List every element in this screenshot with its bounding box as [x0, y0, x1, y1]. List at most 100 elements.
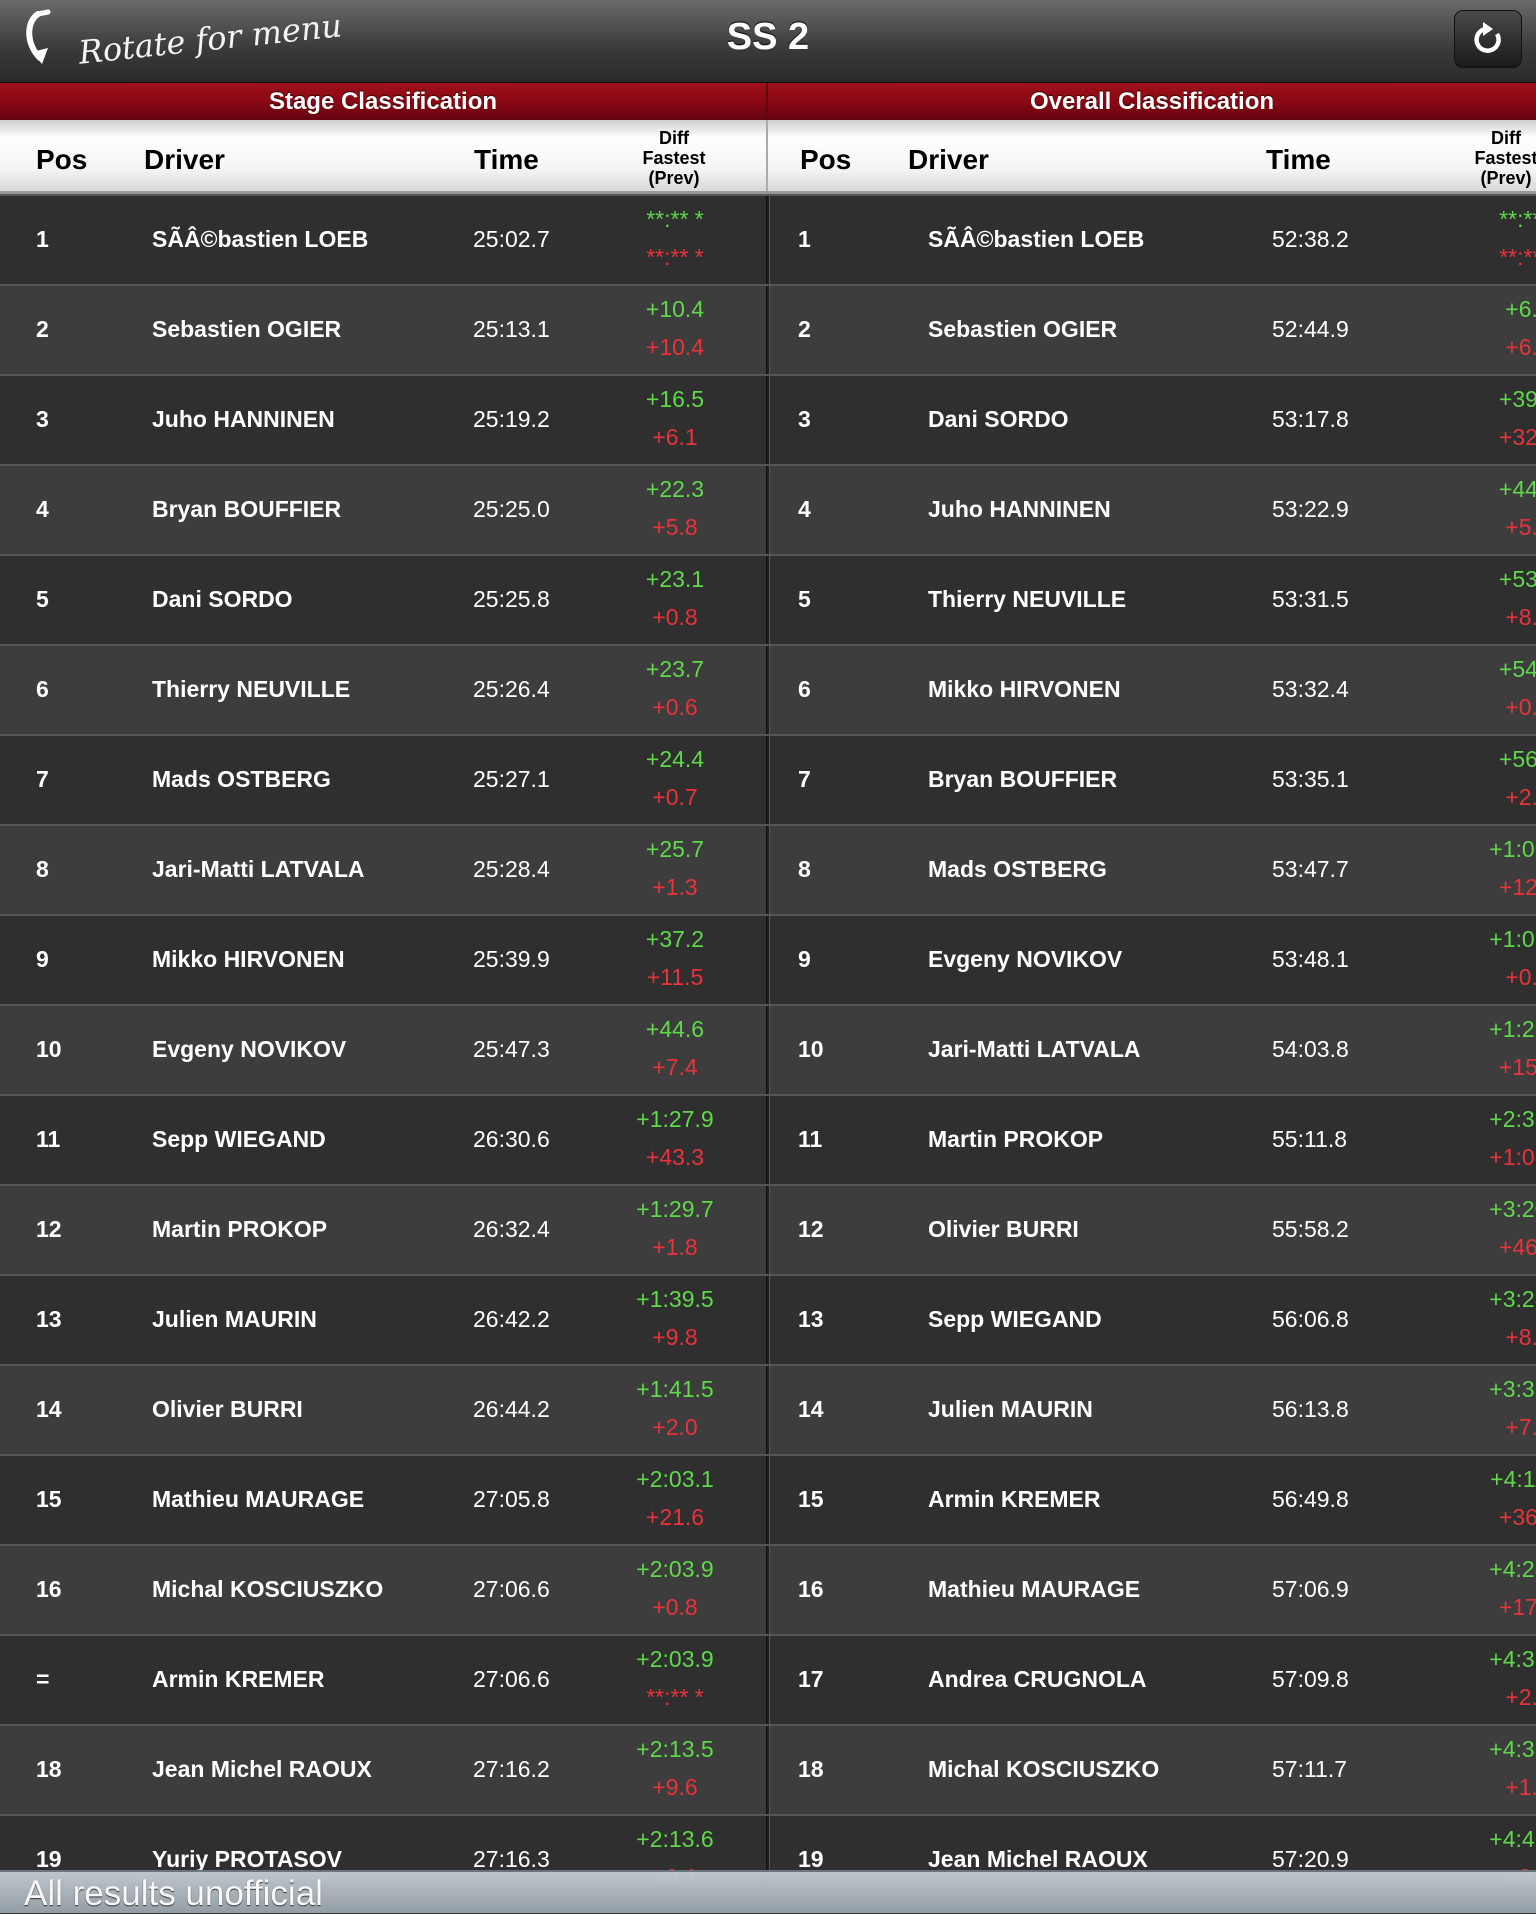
- position: 9: [36, 946, 49, 972]
- column-divider: [766, 196, 770, 284]
- table-row[interactable]: 15 Mathieu MAURAGE 27:05.8 +2:03.1 +21.6 15 Ar…: [0, 1454, 1536, 1544]
- diff-previous: +8.6: [1505, 1324, 1536, 1350]
- table-row[interactable]: 2 Sebastien OGIER 25:13.1 +10.4 +10.4 2 Sebast…: [0, 284, 1536, 374]
- driver-name: Martin PROKOP: [928, 1126, 1104, 1152]
- position: 5: [36, 586, 49, 612]
- diff-previous: +32.9: [1498, 424, 1536, 450]
- time: 52:44.9: [1272, 316, 1349, 342]
- table-row[interactable]: 12 Martin PROKOP 26:32.4 +1:29.7 +1.8 12 Olivi…: [0, 1184, 1536, 1274]
- time: 27:06.6: [473, 1666, 550, 1692]
- column-divider: [766, 1816, 770, 1904]
- table-row[interactable]: 18 Jean Michel RAOUX 27:16.2 +2:13.5 +9.6 18 M…: [0, 1724, 1536, 1814]
- time: 26:42.2: [473, 1306, 550, 1332]
- diff-fastest: +3:28.6: [1489, 1286, 1536, 1312]
- diff-previous: +7.4: [652, 1054, 698, 1080]
- position: 14: [36, 1396, 62, 1422]
- table-row[interactable]: 9 Mikko HIRVONEN 25:39.9 +37.2 +11.5 9 Evgeny …: [0, 914, 1536, 1004]
- driver-name: Olivier BURRI: [928, 1216, 1079, 1242]
- stage-cell-group: 9 Mikko HIRVONEN 25:39.9 +37.2 +11.5: [0, 916, 766, 1004]
- table-row[interactable]: 4 Bryan BOUFFIER 25:25.0 +22.3 +5.8 4 Juho HAN…: [0, 464, 1536, 554]
- rotate-for-menu-hint: Rotate for menu: [24, 6, 344, 72]
- table-row[interactable]: 16 Michal KOSCIUSZKO 27:06.6 +2:03.9 +0.8 16 M…: [0, 1544, 1536, 1634]
- col-diff: Diff Fastest (Prev): [624, 128, 724, 188]
- diff-fastest: +24.4: [645, 746, 705, 772]
- diff-fastest: +10.4: [645, 296, 705, 322]
- stage-cell-group: 14 Olivier BURRI 26:44.2 +1:41.5 +2.0: [0, 1366, 766, 1454]
- diff-fastest: **:** *: [1499, 206, 1536, 232]
- table-row[interactable]: 5 Dani SORDO 25:25.8 +23.1 +0.8 5 Thierry NEUV…: [0, 554, 1536, 644]
- overall-cell-group: 6 Mikko HIRVONEN 53:32.4 +54.2 +0.9: [770, 646, 1536, 734]
- driver-name: Sepp WIEGAND: [152, 1126, 326, 1152]
- time: 25:26.4: [473, 676, 550, 702]
- driver-name: Sepp WIEGAND: [928, 1306, 1102, 1332]
- stage-cell-group: 4 Bryan BOUFFIER 25:25.0 +22.3 +5.8: [0, 466, 766, 554]
- position: 18: [798, 1756, 824, 1782]
- time: 56:13.8: [1272, 1396, 1349, 1422]
- position: 12: [36, 1216, 62, 1242]
- diff-fastest: +2:03.1: [636, 1466, 714, 1492]
- time: 53:17.8: [1272, 406, 1349, 432]
- diff-previous: +5.1: [1505, 514, 1536, 540]
- column-divider: [766, 1546, 770, 1634]
- position: 6: [36, 676, 49, 702]
- time: 53:48.1: [1272, 946, 1349, 972]
- time: 26:32.4: [473, 1216, 550, 1242]
- col-driver: Driver: [144, 144, 225, 175]
- stage-cell-group: 11 Sepp WIEGAND 26:30.6 +1:27.9 +43.3: [0, 1096, 766, 1184]
- position: 4: [798, 496, 811, 522]
- table-row[interactable]: 11 Sepp WIEGAND 26:30.6 +1:27.9 +43.3 11 Marti…: [0, 1094, 1536, 1184]
- column-divider: [766, 916, 770, 1004]
- diff-fastest: +4:42.7: [1489, 1826, 1536, 1852]
- overall-cell-group: 4 Juho HANNINEN 53:22.9 +44.7 +5.1: [770, 466, 1536, 554]
- position: 8: [36, 856, 49, 882]
- diff-fastest: +3:20.0: [1489, 1196, 1536, 1222]
- table-row[interactable]: 7 Mads OSTBERG 25:27.1 +24.4 +0.7 7 Bryan BOUF…: [0, 734, 1536, 824]
- table-row[interactable]: = Armin KREMER 27:06.6 +2:03.9 **:** * 17 Andr…: [0, 1634, 1536, 1724]
- column-divider: [766, 1006, 770, 1094]
- column-divider: [766, 286, 770, 374]
- table-row[interactable]: 8 Jari-Matti LATVALA 25:28.4 +25.7 +1.3 8 Mads…: [0, 824, 1536, 914]
- diff-previous: +1.3: [652, 874, 698, 900]
- time: 25:27.1: [473, 766, 550, 792]
- time: 55:58.2: [1272, 1216, 1349, 1242]
- column-divider: [766, 556, 770, 644]
- driver-name: Mathieu MAURAGE: [152, 1486, 365, 1512]
- table-row[interactable]: 6 Thierry NEUVILLE 25:26.4 +23.7 +0.6 6 Mikko …: [0, 644, 1536, 734]
- stage-cell-group: 3 Juho HANNINEN 25:19.2 +16.5 +6.1: [0, 376, 766, 464]
- col-pos: Pos: [36, 144, 88, 175]
- table-row[interactable]: 1 SÃÂ©bastien LOEB 25:02.7 **:** * **:** * 1 S…: [0, 194, 1536, 284]
- diff-previous: +15.7: [1498, 1054, 1536, 1080]
- time: 25:25.8: [473, 586, 550, 612]
- time: 54:03.8: [1272, 1036, 1349, 1062]
- table-row[interactable]: 14 Olivier BURRI 26:44.2 +1:41.5 +2.0 14 Julie…: [0, 1364, 1536, 1454]
- time: 53:32.4: [1272, 676, 1349, 702]
- table-row[interactable]: 3 Juho HANNINEN 25:19.2 +16.5 +6.1 3 Dani SORD…: [0, 374, 1536, 464]
- position: 1: [36, 226, 49, 252]
- col-diff: Diff Fastest (Prev): [1456, 128, 1536, 188]
- table-row[interactable]: 10 Evgeny NOVIKOV 25:47.3 +44.6 +7.4 10 Jari-M…: [0, 1004, 1536, 1094]
- diff-previous: +36.0: [1498, 1504, 1536, 1530]
- time: 26:44.2: [473, 1396, 550, 1422]
- diff-previous: +6.7: [1505, 334, 1536, 360]
- diff-previous: +0.6: [652, 694, 698, 720]
- position: 16: [798, 1576, 824, 1602]
- diff-fastest: +2:13.5: [636, 1736, 714, 1762]
- driver-name: Evgeny NOVIKOV: [152, 1036, 347, 1062]
- overall-cell-group: 8 Mads OSTBERG 53:47.7 +1:09.5 +12.6: [770, 826, 1536, 914]
- table-row[interactable]: 13 Julien MAURIN 26:42.2 +1:39.5 +9.8 13 Sepp …: [0, 1274, 1536, 1364]
- refresh-button[interactable]: [1454, 10, 1522, 68]
- overall-cell-group: 14 Julien MAURIN 56:13.8 +3:35.6 +7.0: [770, 1366, 1536, 1454]
- diff-previous: +7.0: [1505, 1414, 1536, 1440]
- diff-fastest: +1:29.7: [636, 1196, 714, 1222]
- diff-previous: +0.9: [1505, 694, 1536, 720]
- position: 10: [36, 1036, 62, 1062]
- stage-cell-group: 6 Thierry NEUVILLE 25:26.4 +23.7 +0.6: [0, 646, 766, 734]
- diff-fastest: +1:27.9: [636, 1106, 714, 1132]
- time: 25:28.4: [473, 856, 550, 882]
- page-title: SS 2: [726, 16, 810, 58]
- diff-fastest: +23.1: [645, 566, 705, 592]
- position: 2: [36, 316, 49, 342]
- diff-fastest: +22.3: [645, 476, 705, 502]
- stage-cell-group: 8 Jari-Matti LATVALA 25:28.4 +25.7 +1.3: [0, 826, 766, 914]
- stage-cell-group: 1 SÃÂ©bastien LOEB 25:02.7 **:** * **:** *: [0, 196, 766, 284]
